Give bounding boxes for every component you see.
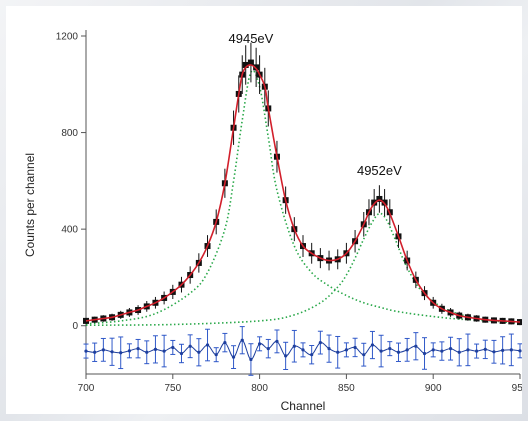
residual-point: [197, 350, 201, 354]
residual-point: [275, 339, 279, 344]
x-tick-label: 950: [512, 383, 522, 394]
residual-point: [101, 348, 105, 352]
residual-point: [284, 354, 288, 358]
residual-point: [249, 357, 253, 362]
data-points-series: [83, 42, 522, 326]
residual-point: [414, 344, 418, 348]
chart-labels: 4945eV 4952eV: [229, 31, 403, 178]
residual-point: [240, 338, 244, 342]
residuals-series: [83, 326, 522, 376]
residual-point: [214, 353, 218, 357]
residual-point: [431, 348, 435, 352]
residual-point: [162, 349, 166, 353]
residual-point: [110, 350, 114, 354]
residual-point: [518, 349, 522, 353]
chart-panel: 0 400 800 1200 700 750 800 850 900 950 Channel Coun…: [6, 6, 522, 414]
residual-point: [205, 343, 210, 347]
residual-point: [396, 350, 401, 354]
residual-point: [344, 348, 348, 352]
residual-point: [93, 350, 97, 354]
residual-point: [127, 349, 131, 353]
component-1-line: [85, 69, 521, 325]
y-tick-label: 0: [72, 321, 78, 332]
fit-curve: [85, 64, 521, 323]
component-1-curve: [85, 69, 521, 325]
y-tick-label: 400: [61, 225, 78, 236]
spectrum-chart: 0 400 800 1200 700 750 800 850 900 950 Channel Coun…: [23, 30, 522, 413]
y-tick-label: 800: [61, 128, 78, 139]
residual-point: [457, 350, 461, 354]
residual-point: [136, 347, 140, 351]
residual-point: [327, 347, 331, 351]
residual-point: [483, 347, 487, 351]
fit-line: [85, 64, 521, 323]
x-tick-label: 850: [338, 383, 355, 394]
axes: 0 400 800 1200 700 750 800 850 900 950 Channel Coun…: [23, 30, 522, 413]
residual-point: [188, 344, 192, 348]
residual-point: [362, 353, 366, 357]
residual-point: [84, 349, 88, 353]
residual-point: [292, 344, 296, 348]
residual-point: [318, 341, 322, 345]
component-2-curve: [85, 212, 521, 326]
residual-point: [301, 348, 305, 352]
residual-point: [422, 351, 427, 356]
residual-point: [466, 348, 470, 352]
component-2-line: [85, 212, 521, 326]
residual-point: [370, 343, 375, 347]
residual-point: [509, 348, 513, 352]
data-point: [376, 195, 383, 202]
residual-point: [310, 353, 314, 357]
x-tick-label: 900: [425, 383, 442, 394]
x-axis-title: Channel: [281, 399, 326, 413]
data-point: [247, 59, 254, 66]
residual-point: [179, 351, 184, 356]
data-point: [371, 199, 378, 206]
y-axis-title: Counts per channel: [23, 153, 37, 257]
data-point: [242, 61, 249, 68]
residual-point: [388, 347, 392, 351]
residual-point: [379, 349, 383, 353]
x-tick-label: 800: [251, 383, 268, 394]
data-point: [253, 64, 260, 71]
residual-point: [353, 345, 357, 350]
residual-point: [145, 350, 149, 354]
residual-point: [266, 347, 270, 351]
residual-point: [501, 348, 505, 352]
residual-point: [171, 345, 175, 350]
residual-point: [223, 341, 227, 345]
residual-point: [153, 347, 158, 351]
residual-point: [336, 350, 340, 354]
residual-point: [440, 349, 444, 353]
residual-point: [405, 348, 409, 352]
peak-label: 4952eV: [357, 163, 402, 178]
residual-point: [119, 351, 123, 355]
residual-point: [231, 355, 236, 359]
y-tick-label: 1200: [56, 32, 79, 43]
peak-label: 4945eV: [229, 31, 274, 46]
residual-point: [475, 349, 479, 353]
residual-point: [258, 342, 262, 346]
x-tick-label: 700: [78, 383, 95, 394]
residual-point: [492, 350, 496, 354]
residual-point: [448, 347, 453, 351]
x-tick-label: 750: [164, 383, 181, 394]
